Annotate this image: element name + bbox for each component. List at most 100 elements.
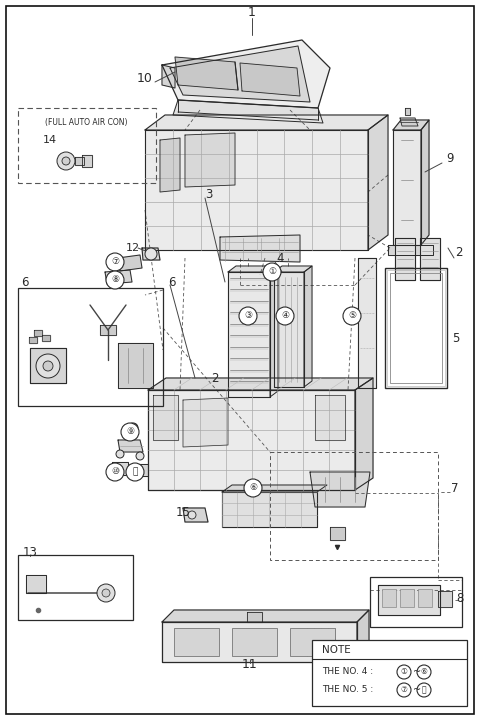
Polygon shape [185,133,235,187]
Circle shape [244,479,262,497]
Circle shape [102,589,110,597]
Polygon shape [170,46,310,102]
Polygon shape [274,266,312,272]
Polygon shape [112,462,128,475]
Polygon shape [118,440,143,452]
Text: ⑦: ⑦ [401,685,408,695]
Bar [400,589,414,607]
Text: THE NO. 4 :: THE NO. 4 : [322,667,373,677]
Circle shape [128,423,138,433]
Text: THE NO. 5 :: THE NO. 5 : [322,685,373,695]
Text: 7: 7 [451,482,459,495]
Polygon shape [395,238,415,280]
Circle shape [43,361,53,371]
Text: ①: ① [268,268,276,276]
Circle shape [97,584,115,602]
Polygon shape [34,330,42,336]
Polygon shape [220,235,300,262]
Circle shape [239,307,257,325]
Polygon shape [228,266,278,272]
Polygon shape [160,138,180,192]
Text: 5: 5 [452,331,460,344]
Polygon shape [132,464,148,476]
Polygon shape [357,610,369,662]
Polygon shape [162,610,369,622]
Polygon shape [400,118,418,126]
Polygon shape [315,395,345,440]
Polygon shape [438,591,452,607]
Circle shape [417,665,431,679]
Polygon shape [105,270,132,284]
Polygon shape [153,395,178,440]
Circle shape [57,152,75,170]
Bar [18,288,163,406]
Bar [387,270,445,386]
Circle shape [276,307,294,325]
Polygon shape [42,335,50,341]
Polygon shape [162,40,330,108]
Text: 10: 10 [137,71,153,84]
Text: ⑥: ⑥ [249,484,257,492]
Polygon shape [145,115,388,130]
Polygon shape [82,155,92,167]
Polygon shape [358,258,376,388]
Bar [18,108,156,183]
Text: 9: 9 [446,151,454,164]
Text: ⑩: ⑩ [111,467,119,477]
Text: ⑦: ⑦ [111,258,119,266]
Polygon shape [222,492,317,527]
Polygon shape [183,398,228,447]
Bar [385,268,447,388]
Text: 13: 13 [23,546,37,559]
Text: ⑥: ⑥ [420,667,427,677]
Polygon shape [355,378,373,490]
Circle shape [62,157,70,165]
Text: ⑧: ⑧ [111,276,119,284]
Polygon shape [310,472,370,507]
Polygon shape [118,255,142,271]
Text: ⑨: ⑨ [126,428,134,436]
Text: ~: ~ [413,667,421,677]
Polygon shape [30,348,66,383]
Text: 3: 3 [205,189,213,202]
Polygon shape [304,266,312,387]
Polygon shape [26,575,46,593]
Polygon shape [420,238,440,280]
Bar [174,628,219,656]
Polygon shape [175,57,238,90]
Text: 14: 14 [43,135,57,145]
Text: 11: 11 [242,659,258,672]
Circle shape [343,307,361,325]
Polygon shape [162,622,357,662]
Text: ⑤: ⑤ [348,312,356,320]
Text: ⑪: ⑪ [132,467,138,477]
Polygon shape [29,337,37,343]
Circle shape [121,423,139,441]
Circle shape [106,253,124,271]
Polygon shape [100,325,116,335]
Bar [418,589,432,607]
Text: (FULL AUTO AIR CON): (FULL AUTO AIR CON) [45,117,127,127]
Bar [382,589,396,607]
Polygon shape [330,527,345,540]
Bar [290,628,335,656]
Polygon shape [393,130,421,245]
Text: 2: 2 [211,372,219,384]
Text: ③: ③ [244,312,252,320]
Polygon shape [228,272,270,397]
Text: 6: 6 [21,276,29,289]
Polygon shape [75,157,84,165]
Polygon shape [142,248,160,260]
Circle shape [145,248,157,260]
Polygon shape [118,343,153,388]
Circle shape [106,271,124,289]
Polygon shape [148,390,355,490]
Text: 1: 1 [248,6,256,19]
Polygon shape [274,272,304,387]
Text: 8: 8 [456,592,464,605]
Polygon shape [368,115,388,250]
Circle shape [116,450,124,458]
Circle shape [188,511,196,519]
Bar [370,577,462,627]
Circle shape [397,665,411,679]
